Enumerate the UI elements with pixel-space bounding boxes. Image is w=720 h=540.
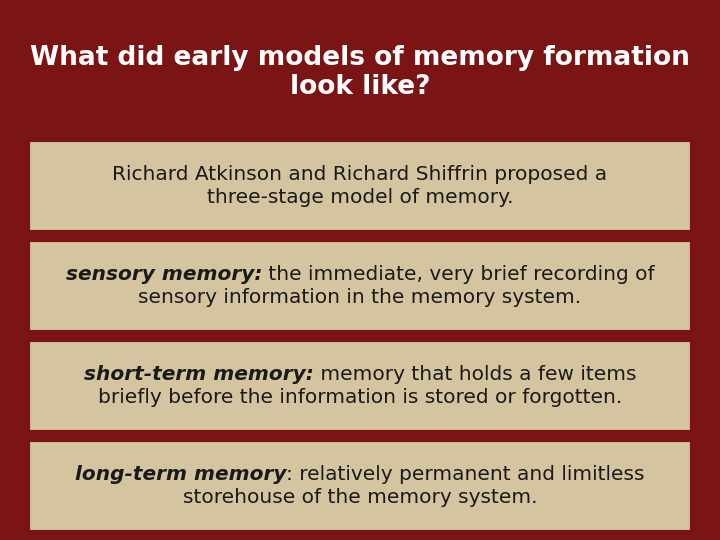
FancyBboxPatch shape (28, 140, 692, 232)
FancyBboxPatch shape (28, 240, 692, 332)
Text: long-term memory: long-term memory (75, 465, 287, 484)
Text: look like?: look like? (289, 74, 431, 100)
Text: three-stage model of memory.: three-stage model of memory. (207, 188, 513, 207)
Text: storehouse of the memory system.: storehouse of the memory system. (183, 488, 537, 507)
Text: What did early models of memory formation: What did early models of memory formatio… (30, 45, 690, 71)
Text: sensory information in the memory system.: sensory information in the memory system… (138, 288, 582, 307)
FancyBboxPatch shape (28, 340, 692, 432)
Text: sensory memory:: sensory memory: (66, 265, 262, 284)
FancyBboxPatch shape (28, 440, 692, 532)
Text: the immediate, very brief recording of: the immediate, very brief recording of (262, 265, 654, 284)
FancyBboxPatch shape (28, 13, 692, 132)
Text: Richard Atkinson and Richard Shiffrin proposed a: Richard Atkinson and Richard Shiffrin pr… (112, 165, 608, 184)
Text: : relatively permanent and limitless: : relatively permanent and limitless (287, 465, 645, 484)
Text: memory that holds a few items: memory that holds a few items (314, 365, 636, 384)
Text: short-term memory:: short-term memory: (84, 365, 314, 384)
Text: briefly before the information is stored or forgotten.: briefly before the information is stored… (98, 388, 622, 407)
